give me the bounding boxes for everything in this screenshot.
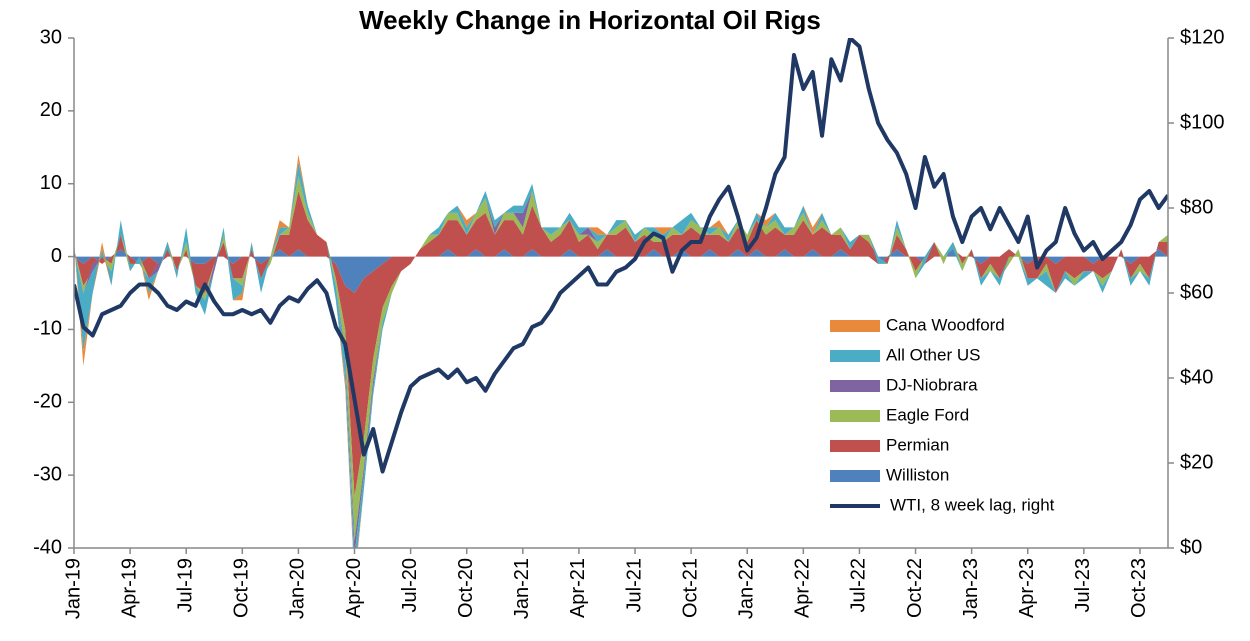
x-tick-label: Jan-23 — [960, 558, 982, 619]
legend-label: All Other US — [886, 345, 980, 364]
x-tick-label: Jan-22 — [736, 558, 758, 619]
chart-title: Weekly Change in Horizontal Oil Rigs — [359, 5, 821, 35]
x-tick-label: Jul-22 — [848, 558, 870, 612]
area — [74, 249, 1168, 293]
x-tick-label: Apr-20 — [343, 558, 365, 618]
legend-label: WTI, 8 week lag, right — [890, 495, 1055, 514]
y2-tick-label: $100 — [1180, 111, 1225, 133]
y-tick-label: -20 — [33, 391, 62, 413]
x-tick-label: Jul-21 — [623, 558, 645, 612]
line — [74, 38, 1168, 474]
x-tick-label: Apr-23 — [1016, 558, 1038, 618]
x-tick-label: Jan-21 — [511, 558, 533, 619]
x-tick-label: Oct-19 — [231, 558, 253, 618]
x-tick-label: Apr-19 — [118, 558, 140, 618]
y-tick-label: 30 — [40, 26, 62, 48]
y-tick-label: 10 — [40, 172, 62, 194]
y2-tick-label: $40 — [1180, 366, 1213, 388]
legend-swatch — [830, 470, 880, 482]
legend-label: Eagle Ford — [886, 405, 969, 424]
x-tick-label: Oct-23 — [1128, 558, 1150, 618]
legend-swatch — [830, 380, 880, 392]
legend-swatch — [830, 320, 880, 332]
plot-area — [74, 38, 1168, 548]
y2-tick-label: $60 — [1180, 281, 1213, 303]
x-tick-label: Apr-22 — [792, 558, 814, 618]
y-tick-label: 20 — [40, 99, 62, 121]
legend-swatch — [830, 440, 880, 452]
x-tick-label: Jul-20 — [399, 558, 421, 612]
y2-tick-label: $20 — [1180, 451, 1213, 473]
x-tick-label: Jan-19 — [62, 558, 84, 619]
legend-label: Williston — [886, 465, 949, 484]
x-tick-label: Oct-21 — [679, 558, 701, 618]
legend-label: Permian — [886, 435, 949, 454]
x-tick-label: Apr-21 — [567, 558, 589, 618]
y-tick-label: -30 — [33, 463, 62, 485]
y2-tick-label: $120 — [1180, 26, 1225, 48]
y-tick-label: -10 — [33, 318, 62, 340]
y-tick-label: -40 — [33, 536, 62, 558]
legend-swatch — [830, 410, 880, 422]
y2-tick-label: $0 — [1180, 536, 1202, 558]
legend-label: DJ-Niobrara — [886, 375, 978, 394]
legend-swatch — [830, 350, 880, 362]
y-tick-label: 0 — [51, 245, 62, 267]
x-tick-label: Oct-22 — [904, 558, 926, 618]
area — [74, 191, 1168, 497]
y2-tick-label: $80 — [1180, 196, 1213, 218]
x-tick-label: Oct-20 — [455, 558, 477, 618]
x-tick-label: Jul-19 — [174, 558, 196, 612]
area — [74, 176, 1168, 541]
legend-label: Cana Woodford — [886, 315, 1005, 334]
x-tick-label: Jan-20 — [287, 558, 309, 619]
x-tick-label: Jul-23 — [1072, 558, 1094, 612]
